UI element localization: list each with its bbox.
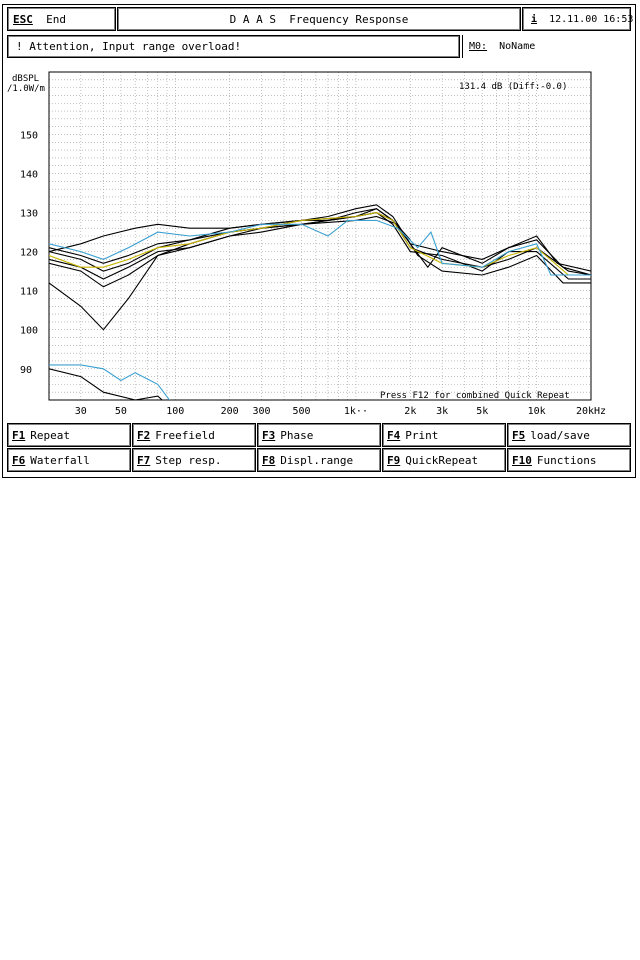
datetime-display: 12.11.00 16:53 <box>549 13 634 25</box>
x-tick-label: 3k <box>436 406 448 417</box>
fkey-f5-button[interactable]: F5 load/save <box>507 423 631 447</box>
fkey-f7-button[interactable]: F7 Step resp. <box>132 448 256 472</box>
y-tick-label: 90 <box>20 365 32 376</box>
fkey-label: Step resp. <box>155 453 222 467</box>
fkey-number: F9 <box>387 453 401 467</box>
quick-repeat-hint: Press F12 for combined Quick Repeat <box>380 391 570 401</box>
x-tick-label: 30 <box>75 406 87 417</box>
y-axis-label-line2: /1.0W/m <box>7 84 45 94</box>
fkey-number: F5 <box>512 428 526 442</box>
fkey-f6-button[interactable]: F6 Waterfall <box>7 448 131 472</box>
fkey-number: F8 <box>262 453 276 467</box>
fkey-label: Waterfall <box>30 453 90 467</box>
fkey-label: Functions <box>536 453 597 467</box>
level-readout: 131.4 dB (Diff:-0.0) <box>459 82 567 92</box>
fkey-label: Print <box>405 428 439 442</box>
title-bar: D A A S Frequency Response <box>117 7 521 31</box>
fkey-number: F7 <box>137 453 151 467</box>
fkey-number: F2 <box>137 428 151 442</box>
y-axis-ticks: 90 100 110 120 130 140 150 <box>20 130 38 375</box>
x-tick-label: 1k·· <box>344 406 368 417</box>
fkey-f4-button[interactable]: F4 Print <box>382 423 506 447</box>
memory-slot[interactable]: M0: NoName <box>462 35 631 58</box>
y-tick-label: 100 <box>20 326 38 337</box>
status-message-bar: ! Attention, Input range overload! <box>7 35 460 58</box>
info-button[interactable]: i 12.11.00 16:53 <box>522 7 634 31</box>
chart-grid <box>49 72 591 400</box>
fkey-number: F1 <box>12 428 26 442</box>
fkey-label: Phase <box>280 428 314 442</box>
page-title: D A A S Frequency Response <box>229 12 409 26</box>
x-tick-label: 5k <box>476 406 488 417</box>
chart-series <box>49 204 591 400</box>
fkey-label: Repeat <box>30 428 70 442</box>
y-tick-label: 110 <box>20 287 38 298</box>
y-tick-label: 120 <box>20 248 38 259</box>
x-tick-label: 20kHz <box>576 406 606 417</box>
response-curve <box>49 208 591 276</box>
app-window <box>2 4 636 478</box>
memory-name: NoName <box>499 41 536 52</box>
x-tick-label: 200 <box>221 406 239 417</box>
fkey-f2-button[interactable]: F2 Freefield <box>132 423 256 447</box>
x-tick-label: 500 <box>293 406 311 417</box>
response-curve <box>49 204 591 272</box>
response-curve <box>49 368 164 400</box>
y-axis-label-line1: dBSPL <box>12 74 39 84</box>
overload-warning: ! Attention, Input range overload! <box>16 40 242 53</box>
fkey-number: F3 <box>262 428 276 442</box>
esc-key-label: ESC <box>13 12 33 26</box>
fkey-number: F10 <box>512 453 532 467</box>
fkey-label: Freefield <box>155 428 215 442</box>
fkey-number: F6 <box>12 453 26 467</box>
fkey-f9-button[interactable]: F9 QuickRepeat <box>382 448 506 472</box>
memory-key-label: M0: <box>469 41 488 52</box>
esc-end-button[interactable]: ESC End <box>7 7 116 31</box>
fkey-f3-button[interactable]: F3 Phase <box>257 423 381 447</box>
fkey-number: F4 <box>387 428 401 442</box>
y-tick-label: 150 <box>20 130 38 141</box>
fkey-f1-button[interactable]: F1 Repeat <box>7 423 131 447</box>
fkey-label: load/save <box>530 428 590 442</box>
info-key-label: i <box>531 13 538 25</box>
x-axis-ticks: 30 50 100 200 300 500 1k·· 2k 3k 5k 10k 20kHz <box>75 406 606 417</box>
x-tick-label: 100 <box>166 406 184 417</box>
plot-area-border <box>48 71 592 401</box>
fkey-f8-button[interactable]: F8 Displ.range <box>257 448 381 472</box>
fkey-f10-button[interactable]: F10 Functions <box>507 448 631 472</box>
response-curve <box>49 208 591 331</box>
y-tick-label: 130 <box>20 209 38 220</box>
frequency-response-chart: 90 100 110 120 130 140 150 30 50 100 200 300 500 1k·… <box>7 71 606 417</box>
fkey-label: QuickRepeat <box>405 453 479 467</box>
response-curve <box>49 364 171 400</box>
x-tick-label: 300 <box>252 406 270 417</box>
x-tick-label: 2k <box>404 406 416 417</box>
response-curve <box>49 212 591 276</box>
x-tick-label: 50 <box>115 406 127 417</box>
fkey-label: Displ.range <box>280 453 354 467</box>
response-curve <box>49 219 591 276</box>
x-tick-label: 10k <box>528 406 546 417</box>
y-tick-label: 140 <box>20 170 38 181</box>
esc-end-label: End <box>46 12 66 26</box>
